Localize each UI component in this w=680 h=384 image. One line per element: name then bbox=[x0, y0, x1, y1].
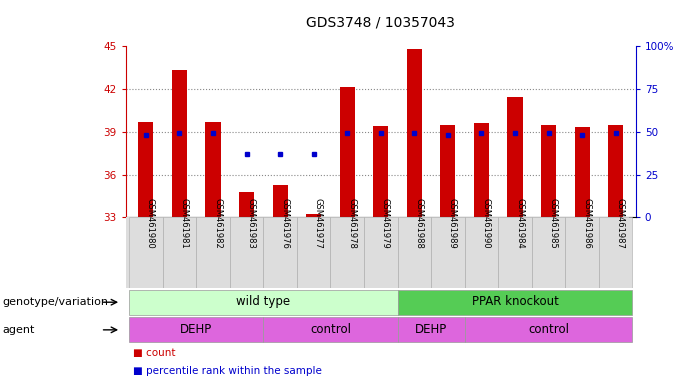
Bar bbox=[398, 290, 632, 314]
Bar bbox=[474, 123, 489, 217]
Text: GSM461984: GSM461984 bbox=[515, 198, 524, 248]
Text: GSM461983: GSM461983 bbox=[247, 198, 256, 248]
Bar bbox=[297, 217, 330, 288]
Bar bbox=[197, 217, 230, 288]
Bar bbox=[398, 318, 464, 342]
Bar bbox=[330, 217, 364, 288]
Bar bbox=[129, 318, 263, 342]
Text: GSM461987: GSM461987 bbox=[615, 198, 625, 248]
Text: ■ count: ■ count bbox=[133, 348, 175, 358]
Text: GDS3748 / 10357043: GDS3748 / 10357043 bbox=[307, 15, 455, 29]
Text: GSM461990: GSM461990 bbox=[481, 198, 490, 248]
Bar bbox=[273, 185, 288, 217]
Text: PPAR knockout: PPAR knockout bbox=[471, 295, 558, 308]
Bar bbox=[541, 124, 556, 217]
Text: agent: agent bbox=[2, 325, 35, 335]
Text: GSM461979: GSM461979 bbox=[381, 198, 390, 248]
Bar bbox=[608, 124, 623, 217]
Bar bbox=[205, 122, 220, 217]
Bar bbox=[129, 290, 398, 314]
Bar bbox=[599, 217, 632, 288]
Text: GSM461986: GSM461986 bbox=[582, 198, 591, 248]
Bar bbox=[507, 98, 522, 217]
Text: control: control bbox=[310, 323, 351, 336]
Bar bbox=[263, 217, 297, 288]
Bar bbox=[464, 318, 632, 342]
Text: wild type: wild type bbox=[237, 295, 290, 308]
Bar bbox=[498, 217, 532, 288]
Text: GSM461981: GSM461981 bbox=[180, 198, 188, 248]
Bar bbox=[431, 217, 464, 288]
Bar bbox=[532, 217, 565, 288]
Bar bbox=[172, 70, 187, 217]
Bar bbox=[464, 217, 498, 288]
Bar bbox=[575, 127, 590, 217]
Bar bbox=[230, 217, 263, 288]
Text: GSM461978: GSM461978 bbox=[347, 198, 356, 248]
Bar bbox=[441, 124, 456, 217]
Bar bbox=[565, 217, 599, 288]
Bar bbox=[129, 217, 163, 288]
Bar bbox=[407, 49, 422, 217]
Bar bbox=[364, 217, 398, 288]
Bar bbox=[306, 215, 321, 217]
Text: GSM461976: GSM461976 bbox=[280, 198, 289, 248]
Text: GSM461982: GSM461982 bbox=[213, 198, 222, 248]
Text: DEHP: DEHP bbox=[415, 323, 447, 336]
Text: control: control bbox=[528, 323, 569, 336]
Text: GSM461985: GSM461985 bbox=[549, 198, 558, 248]
Bar bbox=[239, 192, 254, 217]
Bar bbox=[373, 126, 388, 217]
Text: GSM461989: GSM461989 bbox=[448, 198, 457, 248]
Bar bbox=[398, 217, 431, 288]
Text: genotype/variation: genotype/variation bbox=[2, 297, 108, 307]
Bar bbox=[263, 318, 398, 342]
Bar bbox=[139, 122, 154, 217]
Text: GSM461988: GSM461988 bbox=[414, 198, 424, 248]
Bar bbox=[163, 217, 197, 288]
Bar bbox=[340, 88, 355, 217]
Text: GSM461977: GSM461977 bbox=[313, 198, 323, 248]
Text: DEHP: DEHP bbox=[180, 323, 212, 336]
Text: GSM461980: GSM461980 bbox=[146, 198, 155, 248]
Text: ■ percentile rank within the sample: ■ percentile rank within the sample bbox=[133, 366, 322, 376]
